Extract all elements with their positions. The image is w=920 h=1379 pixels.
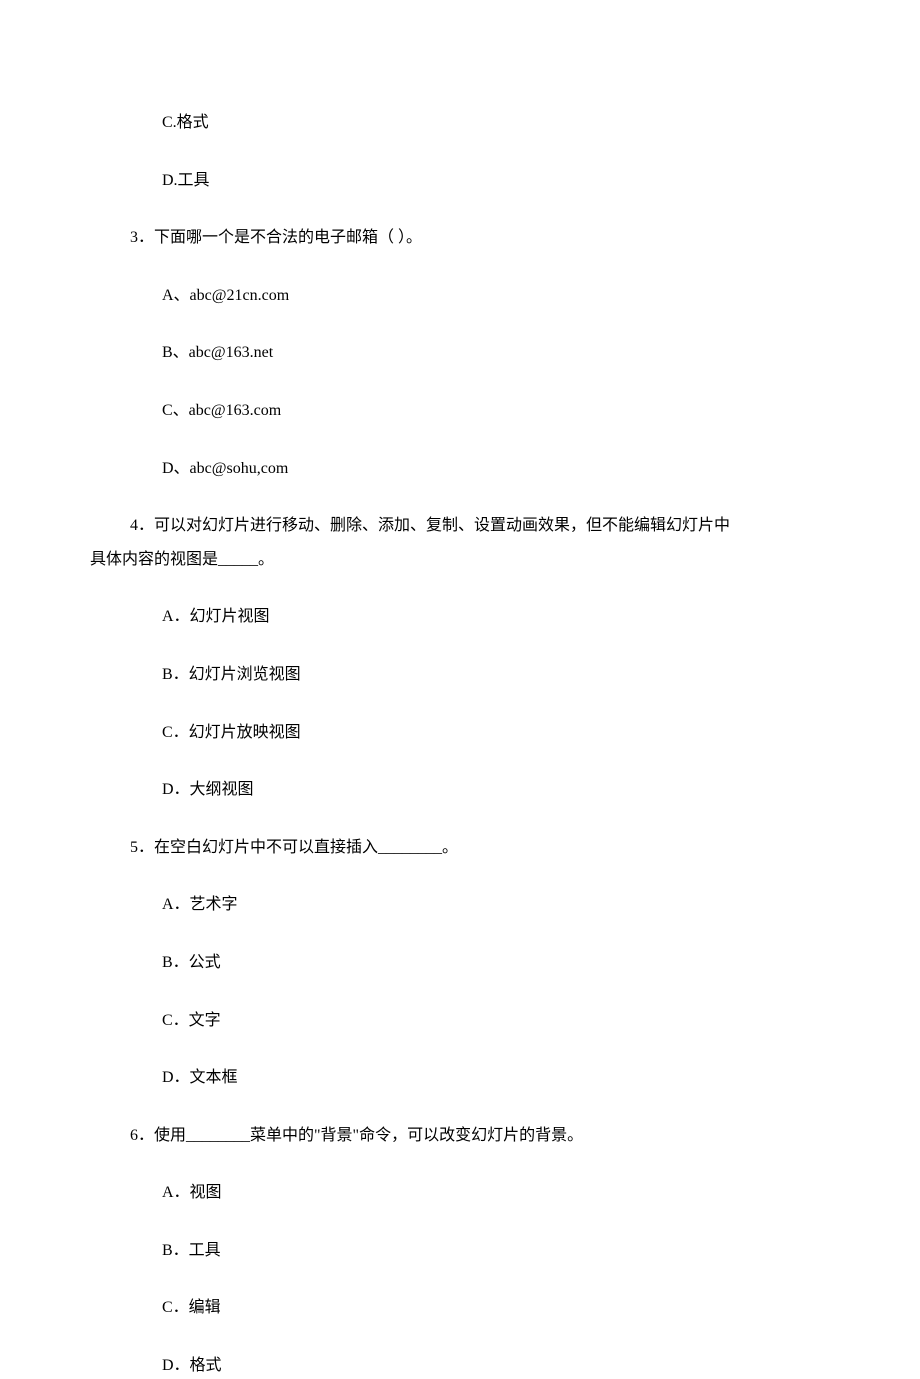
text-line: B、abc@163.net xyxy=(90,340,830,366)
text-line: C．文字 xyxy=(90,1008,830,1034)
text-line: B．公式 xyxy=(90,950,830,976)
text-line: C、abc@163.com xyxy=(90,398,830,424)
text-line: D、abc@sohu,com xyxy=(90,456,830,482)
text-line: 3．下面哪一个是不合法的电子邮箱（ ）。 xyxy=(90,225,830,251)
text-line: 5．在空白幻灯片中不可以直接插入________。 xyxy=(90,835,830,861)
text-line: A．幻灯片视图 xyxy=(90,604,830,630)
text-line: C．编辑 xyxy=(90,1295,830,1321)
document-content: C.格式 D.工具 3．下面哪一个是不合法的电子邮箱（ ）。 A、abc@21cn.c… xyxy=(90,110,830,1379)
text-line: A．视图 xyxy=(90,1180,830,1206)
text-line: D．大纲视图 xyxy=(90,777,830,803)
text-line: B．幻灯片浏览视图 xyxy=(90,662,830,688)
text-line: A、abc@21cn.com xyxy=(90,283,830,309)
text-line: 6．使用________菜单中的"背景"命令，可以改变幻灯片的背景。 xyxy=(90,1123,830,1149)
text-line: D.工具 xyxy=(90,168,830,194)
text-line: 4．可以对幻灯片进行移动、删除、添加、复制、设置动画效果，但不能编辑幻灯片中 xyxy=(90,513,830,539)
text-line: A．艺术字 xyxy=(90,892,830,918)
text-line: B．工具 xyxy=(90,1238,830,1264)
text-line: C.格式 xyxy=(90,110,830,136)
text-line: 具体内容的视图是_____。 xyxy=(90,547,830,573)
text-line: C．幻灯片放映视图 xyxy=(90,720,830,746)
text-line: D．格式 xyxy=(90,1353,830,1379)
text-line: D．文本框 xyxy=(90,1065,830,1091)
